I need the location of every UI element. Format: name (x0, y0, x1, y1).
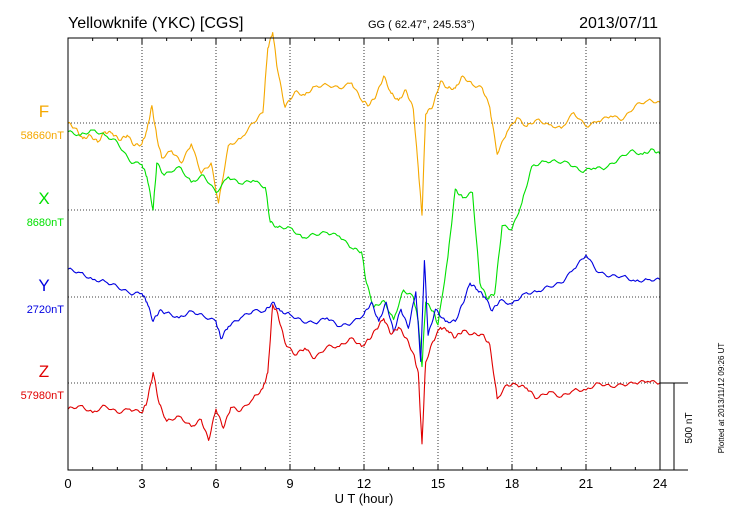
x-tick-label: 12 (357, 476, 371, 491)
series-baseline-z: 57980nT (21, 390, 65, 402)
x-tick-label: 24 (653, 476, 667, 491)
scale-bar: 500 nT (660, 382, 695, 471)
series-line-x (67, 129, 661, 368)
grid (68, 38, 660, 470)
series-name-f: F (39, 102, 49, 121)
x-tick-label: 6 (212, 476, 219, 491)
x-tick-label: 18 (505, 476, 519, 491)
series-line-f (67, 31, 661, 216)
x-tick-label: 3 (138, 476, 145, 491)
x-tick-label: 15 (431, 476, 445, 491)
chart-date: 2013/07/11 (579, 15, 658, 32)
series-line-y (67, 254, 661, 362)
scale-bar-label: 500 nT (684, 412, 695, 443)
x-tick-label: 21 (579, 476, 593, 491)
station-coords: GG ( 62.47°, 245.53°) (368, 19, 475, 31)
x-axis-ticks: 0 3 6 9 12 15 18 21 24 (64, 38, 667, 491)
plotted-timestamp: Plotted at 2013/11/12 09:26 UT (717, 343, 726, 454)
series-baseline-x: 8680nT (27, 217, 65, 229)
x-axis-label: U T (hour) (335, 491, 394, 506)
x-tick-label: 0 (64, 476, 71, 491)
x-tick-label: 9 (286, 476, 293, 491)
series-name-y: Y (38, 276, 49, 295)
chart-title: Yellowknife (YKC) [CGS] (68, 15, 243, 32)
series-name-x: X (38, 189, 49, 208)
series-line-z (67, 304, 661, 445)
series-baseline-f: 58660nT (21, 130, 65, 142)
series-lines (67, 31, 661, 445)
series-labels: F 58660nT X 8680nT Y 2720nT Z 57980nT (21, 102, 65, 402)
series-name-z: Z (39, 362, 49, 381)
series-baseline-y: 2720nT (27, 304, 65, 316)
